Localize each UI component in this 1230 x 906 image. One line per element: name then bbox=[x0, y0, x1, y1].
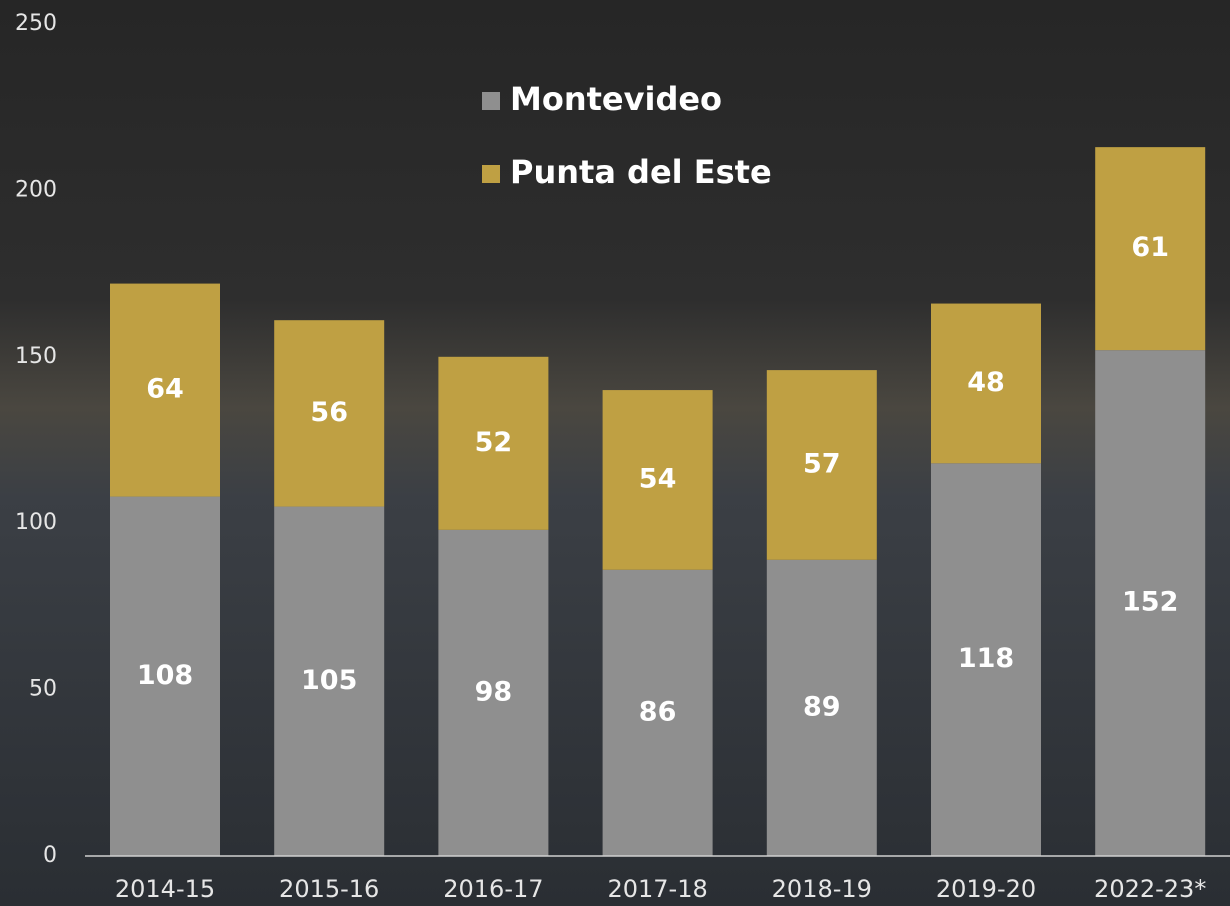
x-tick-label: 2022-23* bbox=[1094, 875, 1206, 903]
bar-segment bbox=[274, 320, 385, 507]
value-label: 57 bbox=[803, 448, 841, 479]
y-tick-label: 200 bbox=[15, 177, 57, 202]
bar-segment bbox=[1095, 147, 1206, 351]
x-tick-label: 2018-19 bbox=[772, 875, 872, 903]
legend-swatch bbox=[482, 165, 500, 183]
value-label: 86 bbox=[639, 696, 677, 727]
value-label: 89 bbox=[803, 691, 841, 722]
value-label: 152 bbox=[1122, 587, 1178, 618]
x-tick-label: 2014-15 bbox=[115, 875, 215, 903]
x-tick-label: 2017-18 bbox=[607, 875, 707, 903]
value-label: 48 bbox=[967, 367, 1005, 398]
legend-swatch bbox=[482, 92, 500, 110]
value-label: 64 bbox=[146, 374, 184, 405]
y-tick-label: 50 bbox=[29, 677, 57, 702]
x-tick-label: 2015-16 bbox=[279, 875, 379, 903]
bar-segment bbox=[274, 506, 385, 856]
x-tick-label: 2019-20 bbox=[936, 875, 1036, 903]
bar-segment bbox=[766, 559, 877, 856]
bar-segment bbox=[438, 356, 549, 530]
bar-segment bbox=[931, 303, 1041, 464]
y-tick-label: 100 bbox=[15, 510, 57, 535]
value-label: 61 bbox=[1131, 232, 1169, 263]
value-label: 54 bbox=[639, 463, 677, 494]
y-tick-label: 250 bbox=[15, 11, 57, 36]
plot-area: 0 50 100 150 200 250 108 64 2014-15 105 56 2015-16 9… bbox=[15, 11, 1230, 903]
bar-segment bbox=[110, 283, 220, 497]
value-label: 52 bbox=[475, 427, 513, 458]
bar-segment bbox=[602, 390, 713, 570]
bar-segment bbox=[110, 496, 220, 856]
bar-segment bbox=[1095, 350, 1206, 856]
value-label: 105 bbox=[301, 665, 357, 696]
value-label: 108 bbox=[137, 660, 193, 691]
y-tick-label: 150 bbox=[15, 344, 57, 369]
bar-segment bbox=[931, 463, 1041, 856]
value-label: 56 bbox=[310, 397, 348, 428]
bar-segment bbox=[602, 569, 713, 856]
legend-label: Punta del Este bbox=[510, 153, 772, 191]
x-tick-label: 2016-17 bbox=[443, 875, 543, 903]
y-tick-label: 0 bbox=[43, 843, 57, 868]
bar-segment bbox=[766, 370, 877, 560]
value-label: 98 bbox=[475, 676, 513, 707]
legend-label: Montevideo bbox=[510, 80, 722, 118]
value-label: 118 bbox=[958, 643, 1014, 674]
bar-segment bbox=[438, 529, 549, 856]
